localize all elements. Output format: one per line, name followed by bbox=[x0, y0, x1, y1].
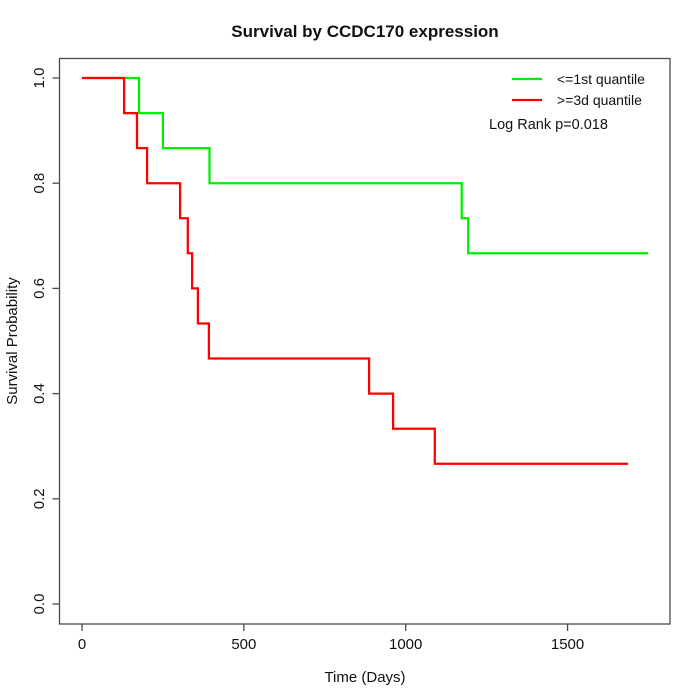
y-tick-label: 0.6 bbox=[31, 278, 48, 299]
y-axis-title: Survival Probability bbox=[4, 277, 21, 405]
logrank-pvalue-annotation: Log Rank p=0.018 bbox=[489, 117, 608, 133]
y-tick-label: 0.8 bbox=[31, 173, 48, 194]
survival-curve-third-quantile bbox=[82, 76, 629, 465]
x-axis: 0 500 1000 1500 bbox=[78, 624, 584, 653]
x-axis-title: Time (Days) bbox=[324, 669, 405, 686]
y-tick-label: 0.2 bbox=[31, 488, 48, 509]
legend: <=1st quantile >=3d quantile Log Rank p=… bbox=[489, 71, 645, 133]
x-tick-label: 0 bbox=[78, 636, 86, 653]
y-axis: 0.0 0.2 0.4 0.6 0.8 1.0 bbox=[31, 68, 60, 615]
x-tick-label: 1500 bbox=[551, 636, 584, 653]
survival-curves bbox=[82, 76, 649, 465]
chart-title: Survival by CCDC170 expression bbox=[231, 22, 498, 41]
y-tick-label: 1.0 bbox=[31, 68, 48, 89]
legend-label-first-quantile: <=1st quantile bbox=[557, 71, 645, 87]
y-tick-label: 0.0 bbox=[31, 594, 48, 615]
x-tick-label: 500 bbox=[231, 636, 256, 653]
x-tick-label: 1000 bbox=[389, 636, 422, 653]
plot-box bbox=[58, 57, 671, 625]
survival-curve-first-quantile bbox=[82, 76, 649, 255]
legend-label-third-quantile: >=3d quantile bbox=[557, 92, 642, 108]
y-tick-label: 0.4 bbox=[31, 383, 48, 404]
